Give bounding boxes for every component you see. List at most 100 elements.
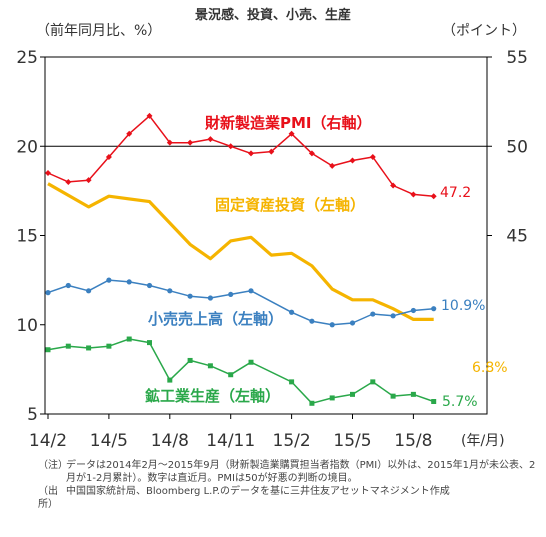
data-point: [167, 288, 173, 294]
series-line: [47, 182, 434, 321]
data-point: [390, 393, 396, 399]
note-text: データは2014年2月～2015年9月（財新製造業購買担当者指数（PMI）以外は…: [66, 460, 536, 484]
data-point: [45, 347, 51, 353]
data-point: [268, 148, 275, 155]
data-point: [187, 357, 193, 363]
left-tick-label: 15: [16, 227, 38, 247]
data-point: [289, 309, 295, 315]
data-point: [65, 178, 72, 185]
data-point: [86, 345, 92, 351]
chart-title: 景況感、投資、小売、生産: [195, 7, 351, 23]
data-point: [106, 343, 112, 349]
x-axis: 14/2 14/5 14/8 14/11 15/2 15/5 15/8: [29, 414, 432, 451]
data-point: [370, 311, 376, 317]
right-tick-label: 50: [506, 137, 528, 157]
series-layer: [45, 112, 437, 406]
note-tag: （注）: [38, 460, 68, 471]
data-point: [86, 288, 92, 294]
data-point: [85, 177, 92, 184]
left-axis: 5 10 15 20 25: [16, 48, 45, 425]
left-tick-label: 10: [16, 316, 38, 336]
data-point: [248, 150, 254, 157]
data-point: [65, 343, 71, 349]
data-point: [126, 279, 132, 285]
data-point: [146, 282, 153, 289]
data-point: [410, 307, 416, 314]
x-tick-label: 14/11: [206, 431, 255, 451]
data-point: [126, 336, 132, 342]
data-point: [166, 139, 173, 146]
data-point: [146, 112, 153, 119]
series-label-retail: 小売売上高（左軸）: [148, 310, 283, 328]
data-point: [45, 170, 51, 177]
data-point: [126, 130, 133, 137]
data-point: [106, 277, 112, 283]
data-point: [228, 372, 234, 378]
data-point: [187, 139, 194, 146]
series-line: [47, 115, 434, 197]
data-point: [390, 313, 396, 319]
x-tick-label: 15/8: [394, 431, 432, 451]
data-point: [289, 379, 295, 385]
data-point: [329, 162, 336, 169]
data-point: [207, 136, 214, 143]
x-tick-label: 14/5: [90, 431, 128, 451]
data-point: [329, 395, 335, 401]
x-tick-label: 15/2: [273, 431, 311, 451]
series-3: [45, 336, 437, 406]
data-point: [207, 363, 213, 369]
data-point: [65, 282, 71, 289]
data-point: [329, 322, 335, 328]
data-point: [410, 391, 416, 397]
data-point: [227, 143, 234, 150]
data-point: [308, 150, 315, 157]
end-label-fixed-investment: 6.8%: [472, 360, 508, 376]
data-point: [248, 288, 254, 294]
data-point: [349, 320, 356, 326]
series-label-pmi: 財新製造業PMI（右軸）: [204, 114, 372, 132]
left-tick-label: 20: [16, 137, 38, 157]
x-tick-label: 14/2: [29, 431, 67, 451]
chart: 景況感、投資、小売、生産 （前年同月比、%） （ポイント） (年/月) 5 10 1…: [16, 7, 528, 451]
data-point: [369, 153, 376, 160]
right-axis-unit: （ポイント）: [442, 23, 526, 39]
left-tick-label: 25: [16, 48, 38, 68]
source-row: （出所） 中国国家統計局、Bloomberg L.P.のデータを基に三井住友アセ…: [38, 485, 538, 511]
footnotes: （注） データは2014年2月～2015年9月（財新製造業購買担当者指数（PMI…: [38, 459, 538, 511]
data-point: [105, 153, 112, 160]
data-point: [248, 359, 254, 365]
right-tick-label: 45: [506, 227, 528, 247]
end-label-pmi: 47.2: [440, 185, 471, 201]
series-label-industrial: 鉱工業生産（左軸）: [145, 387, 280, 405]
series-0: [45, 112, 437, 200]
data-point: [430, 193, 437, 200]
data-point: [207, 295, 213, 301]
data-point: [370, 379, 376, 385]
series-2: [45, 277, 437, 328]
data-point: [390, 182, 397, 189]
left-tick-label: 5: [27, 405, 38, 425]
data-point: [45, 290, 51, 296]
data-point: [349, 157, 356, 164]
data-point: [167, 377, 173, 383]
data-point: [431, 306, 437, 312]
source-tag: （出所）: [38, 486, 58, 510]
x-tick-label: 15/5: [333, 431, 371, 451]
plot-frame: [44, 56, 488, 415]
data-point: [309, 400, 315, 406]
data-point: [288, 130, 295, 137]
series-label-fixed-investment: 固定資産投資（左軸）: [215, 196, 365, 214]
end-label-retail: 10.9%: [441, 298, 485, 314]
source-text: 中国国家統計局、Bloomberg L.P.のデータを基に三井住友アセットマネジ…: [66, 486, 450, 497]
data-point: [228, 291, 234, 298]
left-axis-unit: （前年同月比、%）: [36, 22, 161, 39]
x-tick-label: 14/8: [151, 431, 189, 451]
right-tick-label: 55: [506, 48, 528, 68]
data-point: [309, 318, 315, 324]
data-point: [350, 391, 355, 397]
series-1: [47, 182, 434, 321]
data-point: [431, 399, 437, 405]
right-axis: 45 50 55: [487, 48, 528, 247]
note-row: （注） データは2014年2月～2015年9月（財新製造業購買担当者指数（PMI…: [38, 459, 538, 485]
x-axis-unit: (年/月): [461, 433, 505, 449]
